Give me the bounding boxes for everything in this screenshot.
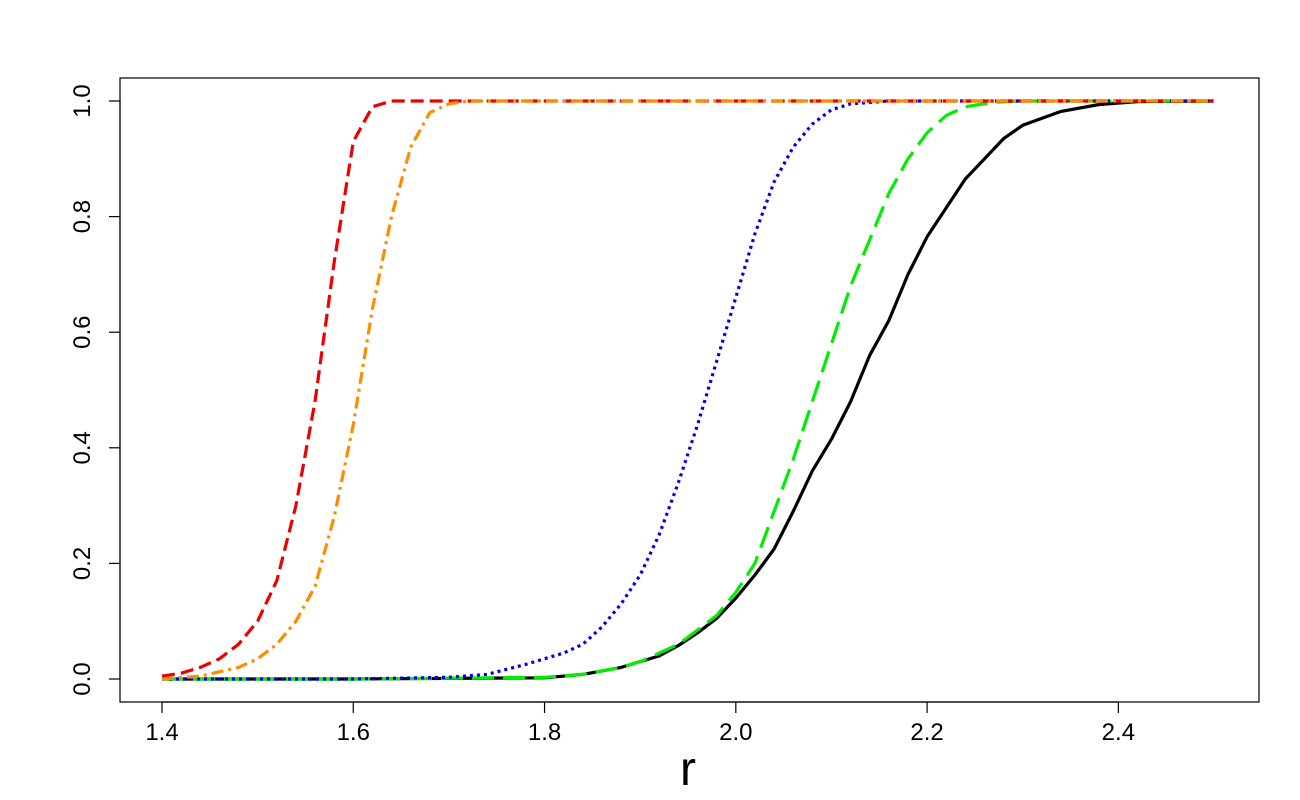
series-line-2: [162, 99, 1214, 681]
y-tick-label: 0.2: [69, 547, 96, 580]
y-tick-label: 0.4: [69, 431, 96, 464]
x-axis-title: r: [680, 743, 696, 796]
x-tick-label: 2.0: [719, 719, 752, 746]
y-tick-label: 0.6: [69, 316, 96, 349]
x-tick-label: 1.4: [145, 719, 178, 746]
series-line-4: [161, 99, 1214, 678]
x-tick-label: 1.6: [337, 719, 370, 746]
series-layer: [161, 99, 1215, 681]
x-tick-label: 2.4: [1102, 719, 1135, 746]
x-tick-label: 2.2: [910, 719, 943, 746]
y-axis: 0.0 0.2 0.4 0.6 0.8 1.0: [69, 84, 121, 696]
y-tick-label: 0.8: [69, 200, 96, 233]
x-tick-label: 1.8: [528, 719, 561, 746]
x-axis: 1.4 1.6 1.8 2.0 2.2 2.4: [145, 701, 1135, 746]
y-tick-label: 1.0: [69, 84, 96, 117]
series-line-5: [161, 99, 1214, 681]
series-line-3: [162, 99, 1214, 681]
y-tick-label: 0.0: [69, 662, 96, 695]
